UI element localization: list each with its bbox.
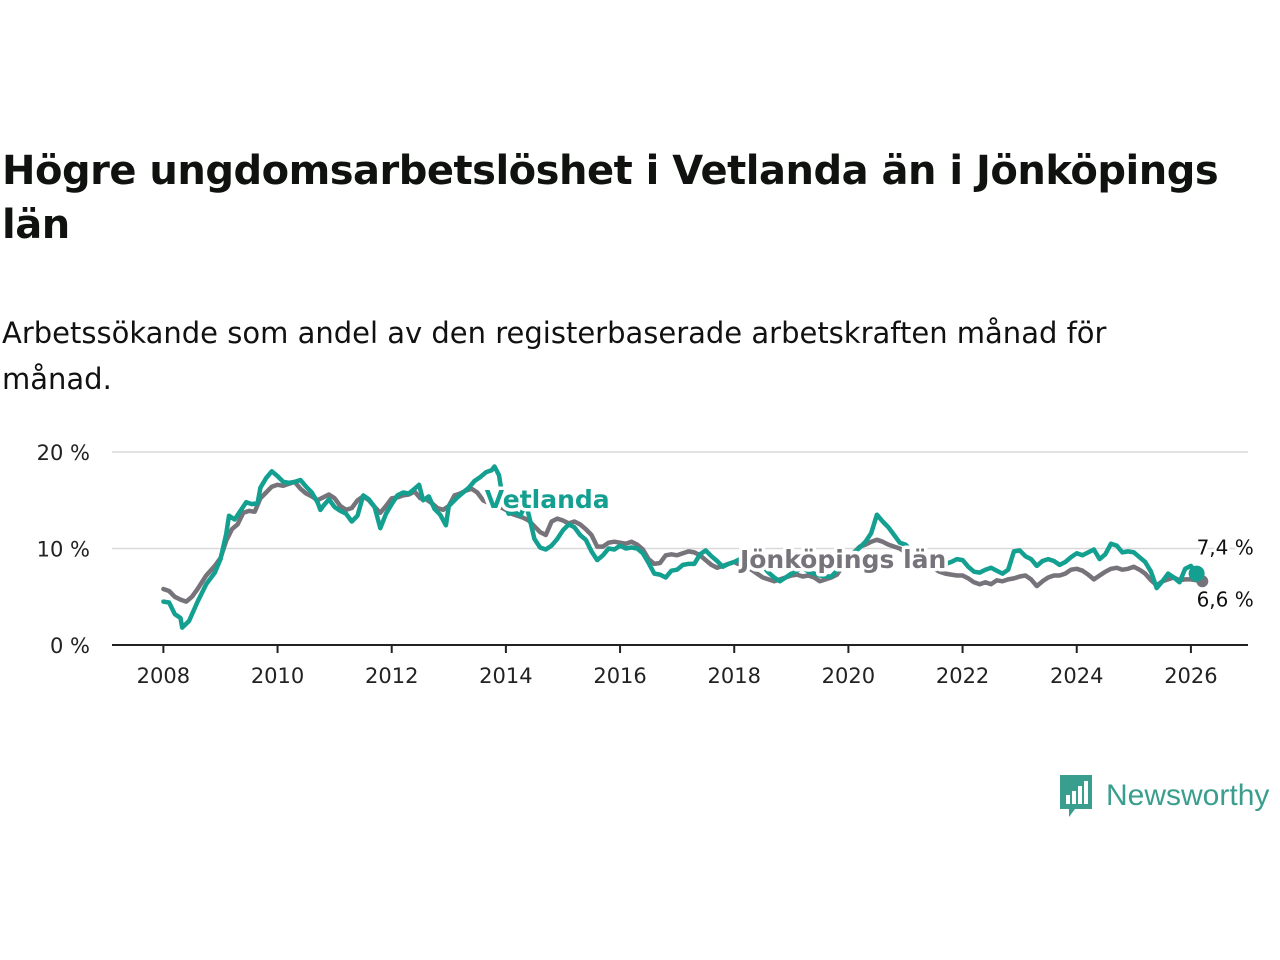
newsworthy-logo-icon [1060, 775, 1092, 817]
series [161, 464, 1209, 630]
x-tick-label: 2016 [593, 664, 646, 688]
newsworthy-logo-text: Newsworthy [1106, 779, 1270, 812]
labels: Vetlanda Jönköpings län 7,4 % 6,6 % [481, 481, 1256, 613]
series-line-vetlanda [161, 464, 1199, 630]
end-value-jonkopings-lan: 6,6 % [1197, 587, 1254, 611]
x-tick-label: 2008 [137, 664, 190, 688]
x-tick-label: 2022 [936, 664, 989, 688]
chart-title: Högre ungdomsarbetslöshet i Vetlanda än … [2, 148, 1219, 248]
x-tick-label: 2020 [822, 664, 875, 688]
series-line-jonkopings-lan [161, 479, 1205, 604]
x-tick-label: 2012 [365, 664, 418, 688]
x-tick-label: 2014 [479, 664, 532, 688]
chart-subtitle: Arbetssökande som andel av den registerb… [2, 316, 1107, 396]
x-tick-label: 2010 [251, 664, 304, 688]
end-value-vetlanda: 7,4 % [1197, 535, 1254, 559]
x-tick-label: 2024 [1050, 664, 1103, 688]
newsworthy-logo[interactable]: Newsworthy [1058, 772, 1269, 820]
series-label-vetlanda: Vetlanda [485, 485, 610, 514]
series-label-jonkopings-lan: Jönköpings län [738, 545, 946, 574]
y-tick-label: 20 % [37, 441, 90, 465]
y-tick-label: 0 % [50, 634, 90, 658]
x-tick-label: 2026 [1164, 664, 1217, 688]
end-point-vetlanda [1188, 565, 1205, 582]
grid [112, 451, 1248, 550]
axes: 0 % 10 % 20 % 2008 2010 2012 2014 2016 2018 2020 2… [37, 441, 1248, 688]
y-tick-label: 10 % [37, 538, 90, 562]
x-tick-label: 2018 [708, 664, 761, 688]
